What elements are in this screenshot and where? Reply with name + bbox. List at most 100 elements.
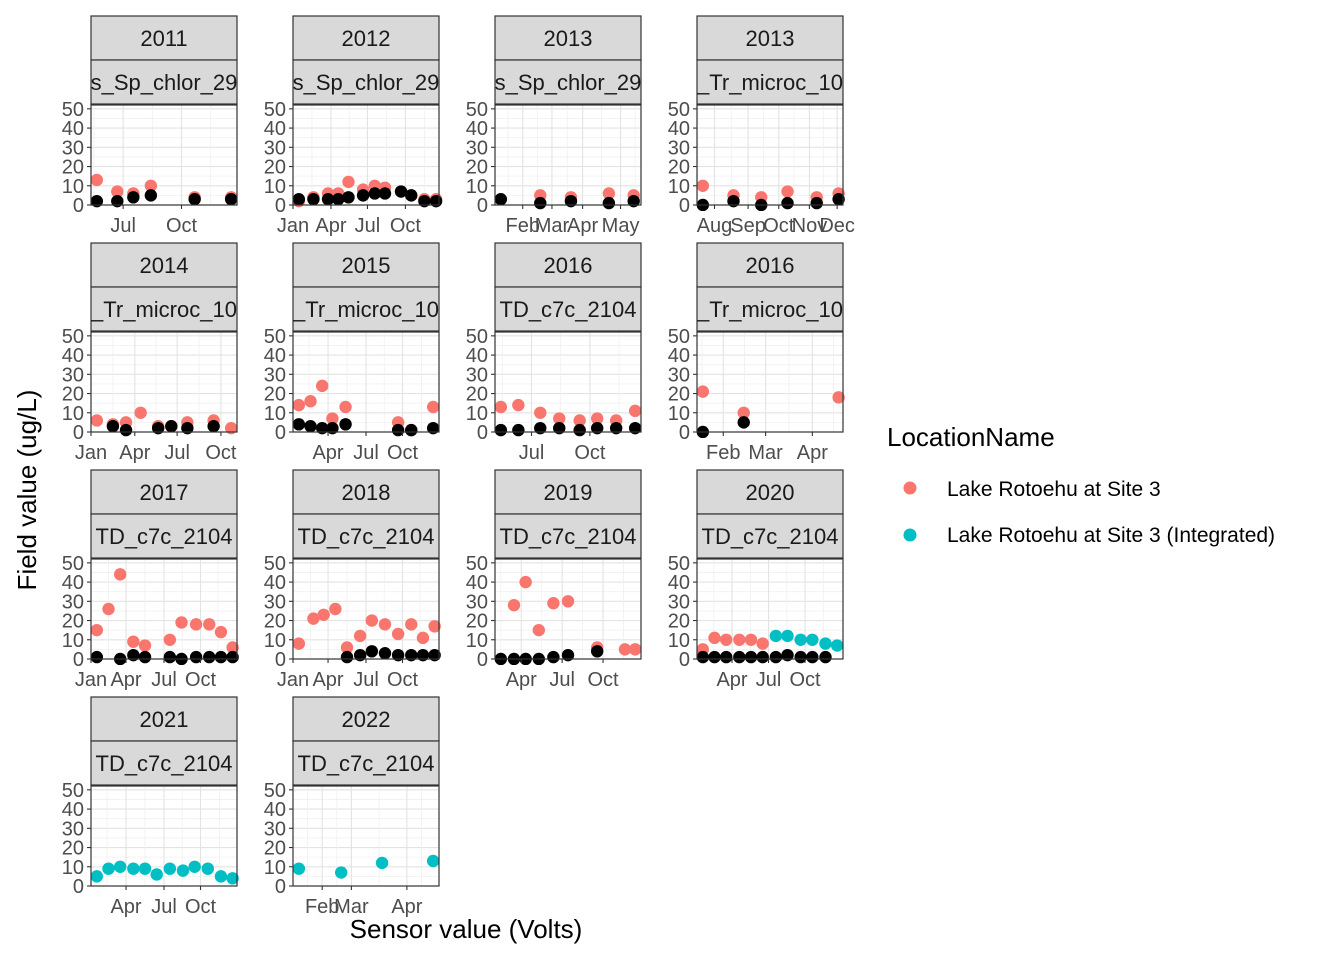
y-tick-label: 0 <box>73 195 84 217</box>
y-tick-label: 40 <box>466 118 488 140</box>
data-point-site3 <box>138 639 152 652</box>
y-tick-label: 20 <box>62 384 84 406</box>
x-tick-label: Mar <box>748 442 783 464</box>
data-point-reference <box>321 193 335 206</box>
data-point-site3-integrated <box>150 868 163 881</box>
facet-strip-sensor <box>292 740 440 786</box>
legend-title: LocationName <box>887 422 1055 452</box>
data-point-site3 <box>114 568 127 581</box>
data-point-site3-integrated <box>819 637 832 650</box>
data-point-site3 <box>512 398 525 412</box>
data-point-reference <box>810 196 823 210</box>
facet-strip-sensor <box>90 286 238 332</box>
x-tick-label: Feb <box>506 215 540 237</box>
data-point-reference <box>744 650 758 664</box>
data-point-site3 <box>832 391 845 404</box>
y-tick-label: 30 <box>62 364 84 386</box>
data-point-reference <box>189 650 203 664</box>
data-point-site3 <box>134 406 147 419</box>
y-tick-label: 40 <box>264 799 286 821</box>
facet-year-label: 2016 <box>544 253 593 278</box>
data-point-reference <box>304 420 317 433</box>
facet-sensor-label: TD_c7c_2104 <box>96 751 233 776</box>
data-point-site3 <box>720 633 733 646</box>
y-tick-label: 0 <box>275 422 286 444</box>
y-tick-label: 10 <box>264 630 286 652</box>
x-tick-label: Oct <box>587 669 619 691</box>
data-point-site3 <box>737 406 750 419</box>
x-tick-label: Apr <box>716 669 747 691</box>
y-axis-title: Field value (ug/L) <box>12 390 42 591</box>
data-point-site3 <box>90 414 104 427</box>
y-tick-label: 0 <box>679 195 690 217</box>
y-tick-label: 0 <box>275 195 286 217</box>
data-point-reference <box>561 648 575 662</box>
data-point-reference <box>720 650 733 664</box>
y-tick-label: 40 <box>62 118 84 140</box>
x-tick-label: Jan <box>277 669 309 691</box>
data-point-reference <box>591 421 604 435</box>
y-tick-label: 0 <box>477 649 488 671</box>
data-point-reference <box>602 196 616 210</box>
legend-label-site3-integrated: Lake Rotoehu at Site 3 (Integrated) <box>947 524 1275 547</box>
y-tick-label: 10 <box>466 176 488 198</box>
plot-area <box>293 786 439 886</box>
data-point-site3 <box>519 575 532 589</box>
y-tick-label: 20 <box>62 838 84 860</box>
facet-year-label: 2018 <box>342 480 391 505</box>
points <box>696 179 845 211</box>
data-point-reference <box>553 421 566 435</box>
data-point-reference <box>90 194 104 208</box>
panel-border <box>292 785 440 887</box>
facet-year-label: 2021 <box>140 707 189 732</box>
x-tick-label: Jan <box>75 669 107 691</box>
y-tick-label: 20 <box>264 384 286 406</box>
x-tick-label: Jul <box>164 442 190 464</box>
x-tick-label: Apr <box>312 669 343 691</box>
x-tick-label: Mar <box>535 215 570 237</box>
legend-marker-site3 <box>903 481 917 495</box>
data-point-reference <box>609 421 623 435</box>
y-tick-label: 50 <box>466 553 488 575</box>
data-point-site3 <box>618 643 632 656</box>
y-tick-label: 30 <box>264 818 286 840</box>
y-tick-label: 20 <box>264 157 286 179</box>
data-point-site3 <box>102 602 115 616</box>
x-tick-label: Oct <box>387 442 419 464</box>
data-point-reference <box>564 194 578 208</box>
data-point-site3 <box>292 398 306 412</box>
data-point-site3 <box>317 608 330 621</box>
data-point-site3 <box>534 406 547 419</box>
y-tick-label: 50 <box>668 553 690 575</box>
data-point-reference <box>405 648 418 662</box>
data-point-site3 <box>127 635 140 648</box>
points <box>292 854 440 879</box>
data-point-reference <box>781 196 794 210</box>
panel-border <box>292 104 440 206</box>
y-tick-label: 30 <box>466 137 488 159</box>
y-tick-label: 20 <box>62 611 84 633</box>
data-point-site3 <box>416 631 430 645</box>
y-tick-label: 50 <box>264 326 286 348</box>
data-point-site3 <box>553 412 566 425</box>
x-tick-label: Jul <box>151 669 177 691</box>
facet-sensor-label: TD_c7c_2104 <box>298 751 435 776</box>
data-point-reference <box>756 650 769 664</box>
data-point-reference <box>339 418 352 431</box>
y-tick-label: 30 <box>668 364 690 386</box>
points <box>90 860 239 885</box>
x-tick-label: Mar <box>334 896 369 918</box>
x-tick-label: Apr <box>797 442 828 464</box>
y-tick-label: 30 <box>668 137 690 159</box>
data-point-reference <box>342 191 355 204</box>
data-point-reference <box>534 196 547 210</box>
data-point-site3-integrated <box>334 866 348 879</box>
x-tick-label: Apr <box>315 215 346 237</box>
data-point-reference <box>165 420 178 433</box>
data-point-reference <box>591 645 604 658</box>
data-point-reference <box>181 421 194 435</box>
y-tick-label: 0 <box>73 649 84 671</box>
